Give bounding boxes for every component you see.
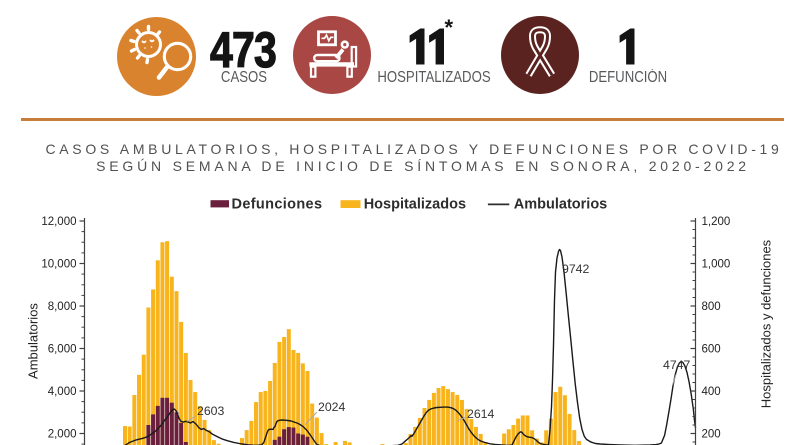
svg-text:400: 400 bbox=[702, 386, 721, 398]
svg-text:Hospitalizados y defunciones: Hospitalizados y defunciones bbox=[759, 239, 774, 408]
svg-text:800: 800 bbox=[702, 301, 721, 313]
svg-text:Ambulatorios: Ambulatorios bbox=[514, 197, 607, 213]
svg-text:1,200: 1,200 bbox=[702, 216, 731, 228]
svg-text:Defunciones: Defunciones bbox=[232, 197, 323, 213]
svg-text:4,000: 4,000 bbox=[48, 386, 77, 398]
svg-text:2,000: 2,000 bbox=[48, 429, 77, 441]
svg-text:6,000: 6,000 bbox=[48, 344, 77, 356]
svg-text:4747: 4747 bbox=[663, 358, 691, 372]
svg-text:2614: 2614 bbox=[467, 407, 495, 421]
svg-text:8,000: 8,000 bbox=[48, 301, 77, 313]
svg-text:2603: 2603 bbox=[197, 404, 225, 418]
svg-text:1,000: 1,000 bbox=[702, 259, 731, 271]
svg-text:12,000: 12,000 bbox=[41, 216, 76, 228]
svg-text:200: 200 bbox=[702, 429, 721, 441]
svg-text:10,000: 10,000 bbox=[41, 259, 76, 271]
svg-text:2024: 2024 bbox=[318, 400, 346, 414]
svg-text:Ambulatorios: Ambulatorios bbox=[26, 303, 41, 379]
svg-text:Hospitalizados: Hospitalizados bbox=[364, 197, 466, 213]
svg-text:600: 600 bbox=[702, 344, 721, 356]
svg-text:9742: 9742 bbox=[562, 262, 590, 276]
